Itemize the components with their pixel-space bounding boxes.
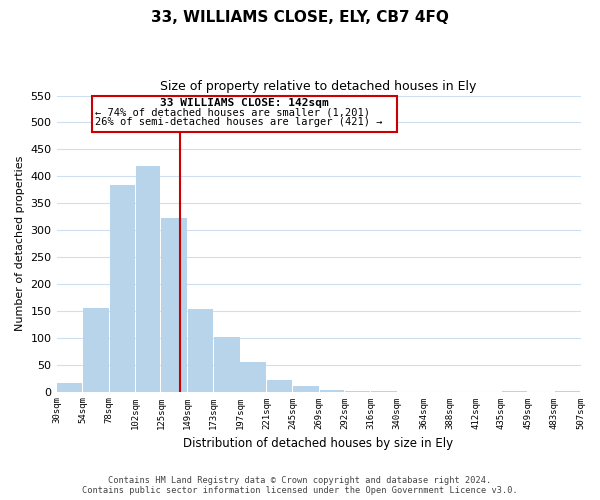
Bar [502, 391, 527, 392]
Text: 33 WILLIAMS CLOSE: 142sqm: 33 WILLIAMS CLOSE: 142sqm [160, 98, 329, 108]
Bar [241, 362, 266, 392]
Y-axis label: Number of detached properties: Number of detached properties [15, 156, 25, 331]
Title: Size of property relative to detached houses in Ely: Size of property relative to detached ho… [160, 80, 477, 93]
Bar [371, 391, 397, 392]
Bar [136, 166, 160, 392]
Bar [267, 380, 292, 392]
Text: ← 74% of detached houses are smaller (1,201): ← 74% of detached houses are smaller (1,… [95, 108, 370, 118]
Text: 33, WILLIAMS CLOSE, ELY, CB7 4FQ: 33, WILLIAMS CLOSE, ELY, CB7 4FQ [151, 10, 449, 25]
Bar [57, 384, 82, 392]
X-axis label: Distribution of detached houses by size in Ely: Distribution of detached houses by size … [184, 437, 454, 450]
Bar [161, 218, 187, 392]
Bar [214, 337, 239, 392]
Text: Contains HM Land Registry data © Crown copyright and database right 2024.
Contai: Contains HM Land Registry data © Crown c… [82, 476, 518, 495]
Bar [188, 309, 213, 392]
Text: 26% of semi-detached houses are larger (421) →: 26% of semi-detached houses are larger (… [95, 117, 382, 127]
Bar [83, 308, 109, 392]
Bar [110, 186, 135, 392]
Bar [320, 390, 344, 392]
Bar [345, 391, 370, 392]
Bar [554, 391, 580, 392]
FancyBboxPatch shape [92, 96, 397, 132]
Bar [293, 386, 319, 392]
